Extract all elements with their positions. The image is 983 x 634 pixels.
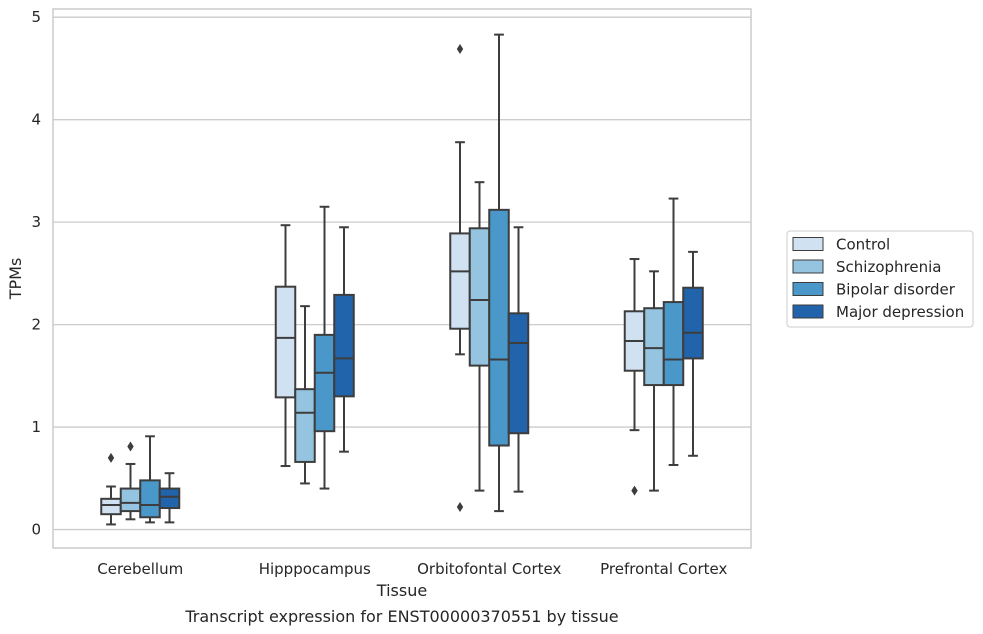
box — [333, 293, 355, 398]
legend-swatch — [792, 304, 824, 319]
box-group — [313, 205, 336, 490]
box-group — [158, 472, 181, 524]
box — [313, 333, 336, 433]
x-tick-label: Orbitofontal Cortex — [417, 560, 561, 578]
chart-caption: Transcript expression for ENST0000037055… — [184, 607, 618, 626]
x-tick-label: Cerebellum — [97, 560, 183, 578]
box — [158, 487, 181, 510]
outlier-point — [631, 485, 638, 496]
box-group — [682, 250, 704, 457]
box-group — [449, 43, 471, 513]
legend-label: Major depression — [836, 303, 964, 321]
box — [139, 479, 161, 519]
box — [662, 301, 685, 387]
legend-label: Schizophrenia — [836, 258, 941, 276]
box — [488, 208, 510, 447]
box — [119, 487, 142, 513]
box-group — [333, 226, 355, 453]
axis-ticks: 0 1 2 3 4 5 Cerebellum Hipppocampus Orbitofontal… — [31, 8, 727, 578]
box — [100, 497, 122, 516]
legend-swatch — [792, 259, 824, 274]
box-group — [100, 452, 122, 526]
box — [643, 307, 665, 387]
legend: Control Schizophrenia Bipolar disorder Majo… — [786, 230, 974, 328]
boxes — [100, 33, 704, 526]
legend-label: Control — [836, 236, 890, 254]
box-group — [623, 258, 646, 496]
y-tick-label: 2 — [31, 316, 41, 334]
box-group — [507, 226, 530, 493]
y-tick-label: 1 — [31, 418, 41, 436]
box-group — [274, 224, 297, 468]
y-tick-label: 4 — [31, 111, 41, 129]
box-group — [643, 270, 665, 492]
box-group — [662, 197, 685, 466]
y-tick-label: 3 — [31, 213, 41, 231]
box — [449, 232, 471, 330]
outlier-point — [456, 43, 464, 54]
outlier-point — [456, 502, 464, 513]
y-tick-label: 0 — [31, 521, 41, 539]
legend-swatch — [792, 282, 824, 296]
box-group — [468, 181, 491, 492]
box — [682, 286, 704, 360]
y-tick-label: 5 — [31, 8, 41, 26]
x-axis-label: Tissue — [376, 581, 427, 600]
box-group — [488, 33, 510, 513]
legend-swatch — [792, 237, 824, 251]
outlier-point — [127, 441, 134, 452]
box-group — [294, 305, 316, 485]
box-group — [139, 435, 161, 524]
x-tick-label: Prefrontal Cortex — [600, 560, 727, 578]
legend-frame — [786, 230, 974, 328]
box — [274, 285, 297, 399]
plot-frame — [52, 8, 752, 549]
box-group — [119, 441, 142, 521]
y-axis-label: TPMs — [6, 258, 25, 301]
x-tick-label: Hipppocampus — [259, 560, 371, 578]
box — [468, 227, 491, 367]
gridlines — [53, 16, 751, 531]
box — [294, 388, 316, 463]
outlier-point — [107, 452, 115, 463]
box — [507, 312, 530, 435]
legend-label: Bipolar disorder — [836, 281, 956, 299]
